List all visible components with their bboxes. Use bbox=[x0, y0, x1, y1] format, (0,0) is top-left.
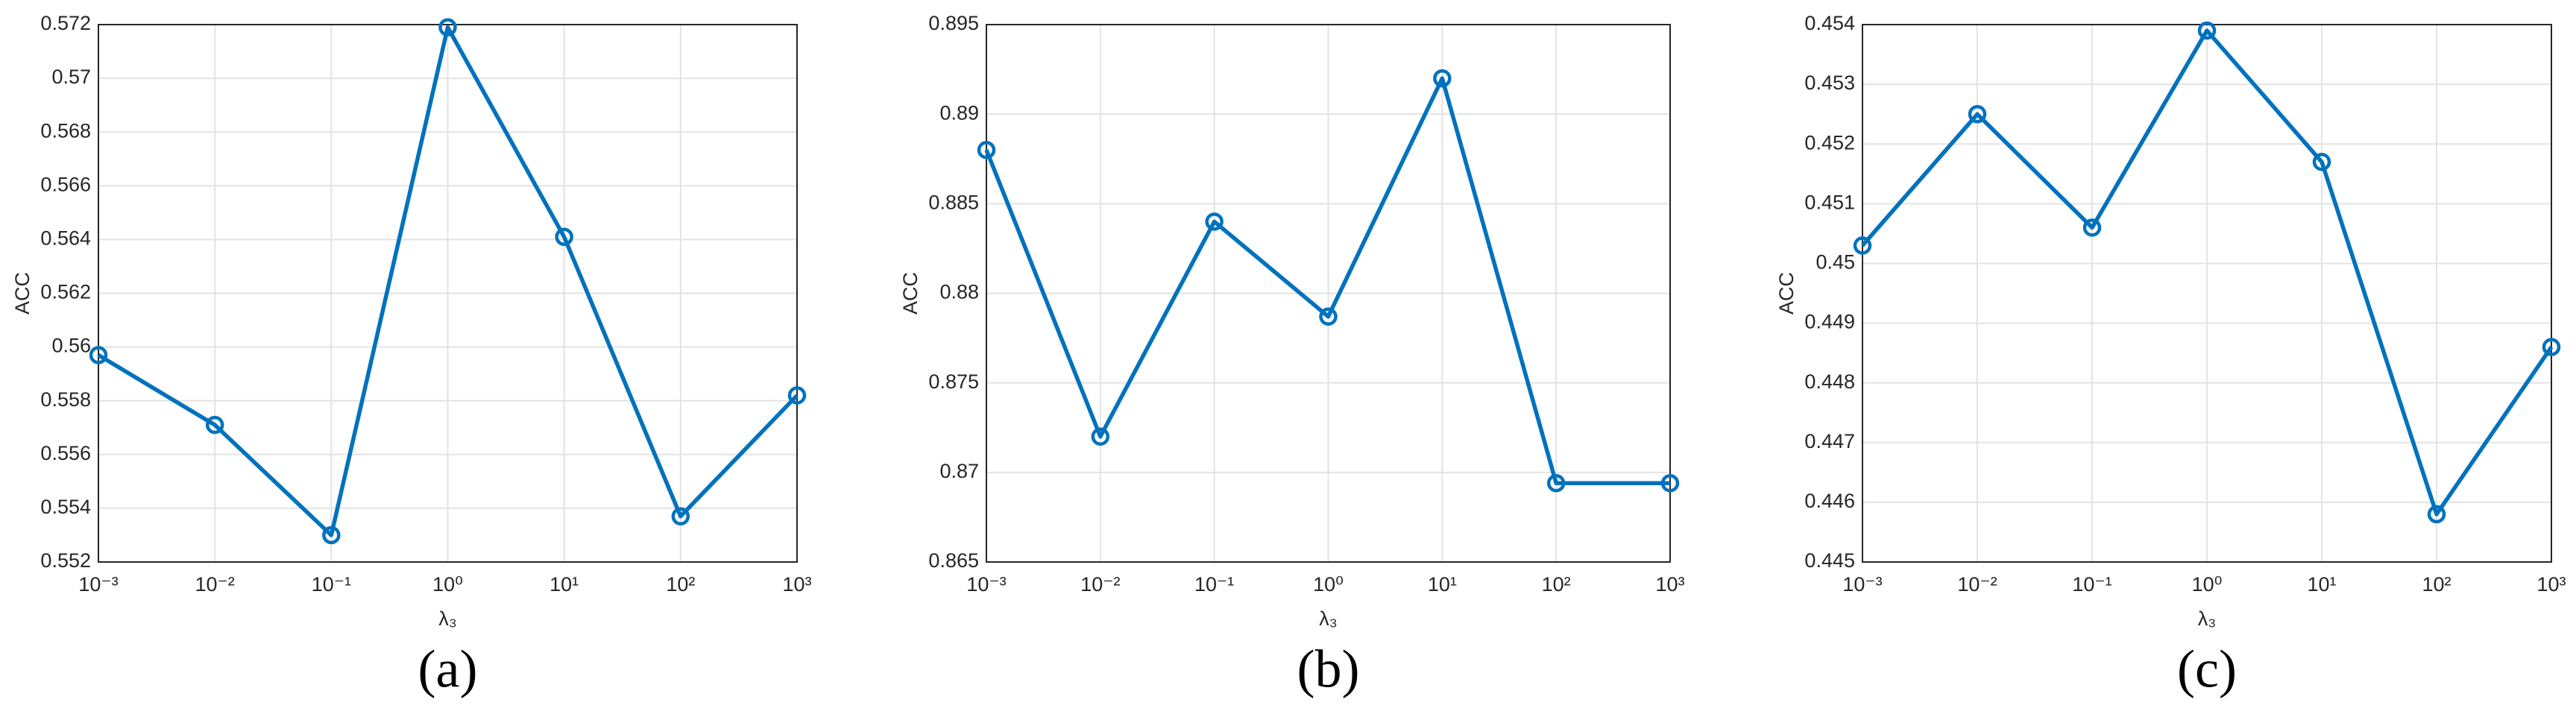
marker bbox=[1091, 427, 1110, 446]
y-tick-label: 0.45 bbox=[1816, 251, 1855, 274]
y-tick-label: 0.552 bbox=[40, 549, 91, 572]
x-tick-label: 10³ bbox=[1655, 573, 1684, 596]
caption: (b) bbox=[1297, 640, 1360, 699]
y-tick-label: 0.56 bbox=[51, 335, 91, 357]
marker bbox=[1205, 212, 1224, 231]
data-line bbox=[97, 25, 799, 537]
y-tick-label: 0.554 bbox=[40, 496, 91, 518]
y-tick-label: 0.566 bbox=[40, 173, 91, 195]
marker bbox=[322, 525, 341, 545]
marker bbox=[1968, 104, 1987, 124]
y-tick-label: 0.895 bbox=[928, 12, 979, 34]
y-tick-label: 0.57 bbox=[51, 66, 91, 88]
x-tick-label: 10² bbox=[1542, 573, 1571, 596]
marker bbox=[2082, 218, 2102, 237]
marker bbox=[2542, 338, 2561, 356]
axes-box bbox=[986, 24, 1671, 563]
x-tick-label: 10⁰ bbox=[432, 573, 463, 596]
y-tick-label: 0.451 bbox=[1804, 191, 1855, 213]
x-tick-label: 10⁰ bbox=[1313, 573, 1344, 596]
y-tick-label: 0.445 bbox=[1804, 549, 1855, 572]
marker bbox=[1546, 474, 1566, 493]
y-tick-label: 0.564 bbox=[40, 227, 91, 250]
marker bbox=[89, 346, 108, 364]
x-tick-label: 10⁻¹ bbox=[312, 573, 351, 596]
marker bbox=[787, 386, 807, 405]
y-tick-label: 0.446 bbox=[1804, 490, 1855, 512]
x-tick-label: 10⁻² bbox=[195, 573, 235, 596]
y-tick-label: 0.865 bbox=[928, 549, 979, 572]
x-tick-label: 10¹ bbox=[549, 573, 579, 596]
x-tick-label: 10⁻¹ bbox=[2072, 573, 2111, 596]
x-axis-label: λ₃ bbox=[1319, 607, 1338, 630]
data-line bbox=[1860, 28, 2554, 517]
marker bbox=[1433, 69, 1452, 88]
x-tick-label: 10⁻³ bbox=[78, 573, 118, 596]
x-tick-label: 10⁻³ bbox=[1842, 573, 1882, 596]
y-tick-label: 0.87 bbox=[939, 460, 979, 482]
y-tick-label: 0.89 bbox=[939, 101, 979, 124]
x-tick-label: 10⁻¹ bbox=[1194, 573, 1234, 596]
caption: (a) bbox=[418, 640, 478, 699]
x-tick-label: 10⁻³ bbox=[966, 573, 1006, 596]
y-tick-label: 0.453 bbox=[1804, 72, 1855, 94]
y-tick-label: 0.447 bbox=[1804, 430, 1855, 452]
x-tick-label: 10¹ bbox=[1428, 573, 1457, 596]
x-tick-label: 10⁻² bbox=[1080, 573, 1120, 596]
data-line bbox=[984, 76, 1670, 486]
y-tick-label: 0.449 bbox=[1804, 311, 1855, 333]
y-tick-label: 0.568 bbox=[40, 119, 91, 142]
x-tick-label: 10⁻² bbox=[1957, 573, 1997, 596]
marker bbox=[1660, 474, 1680, 493]
y-tick-label: 0.88 bbox=[939, 281, 979, 303]
y-tick-label: 0.452 bbox=[1804, 131, 1855, 154]
y-tick-label: 0.556 bbox=[40, 442, 91, 464]
y-tick-label: 0.572 bbox=[40, 12, 91, 34]
marker bbox=[555, 227, 573, 247]
x-tick-label: 10⁰ bbox=[2192, 573, 2223, 596]
marker bbox=[438, 18, 457, 37]
axes-box bbox=[98, 24, 798, 563]
marker bbox=[1319, 307, 1338, 326]
x-tick-label: 10¹ bbox=[2307, 573, 2336, 596]
marker bbox=[977, 140, 996, 160]
marker bbox=[1853, 236, 1872, 255]
y-tick-label: 0.448 bbox=[1804, 370, 1855, 393]
marker bbox=[2427, 505, 2446, 524]
y-tick-label: 0.558 bbox=[40, 388, 91, 411]
x-tick-label: 10² bbox=[666, 573, 695, 596]
x-axis-label: λ₃ bbox=[2198, 607, 2217, 630]
marker bbox=[205, 415, 224, 435]
x-tick-label: 10² bbox=[2422, 573, 2451, 596]
y-tick-label: 0.885 bbox=[928, 191, 979, 213]
y-tick-label: 0.875 bbox=[928, 370, 979, 393]
x-tick-label: 10³ bbox=[782, 573, 811, 596]
marker bbox=[2197, 21, 2217, 40]
marker bbox=[2312, 153, 2331, 171]
y-axis-label: ACC bbox=[1775, 272, 1798, 315]
caption: (c) bbox=[2177, 640, 2237, 699]
y-tick-label: 0.562 bbox=[40, 281, 91, 303]
marker bbox=[671, 507, 690, 525]
x-axis-label: λ₃ bbox=[438, 607, 457, 630]
y-axis-label: ACC bbox=[11, 272, 34, 315]
x-tick-label: 10³ bbox=[2536, 573, 2566, 596]
y-axis-label: ACC bbox=[899, 272, 922, 315]
y-tick-label: 0.454 bbox=[1804, 12, 1855, 34]
